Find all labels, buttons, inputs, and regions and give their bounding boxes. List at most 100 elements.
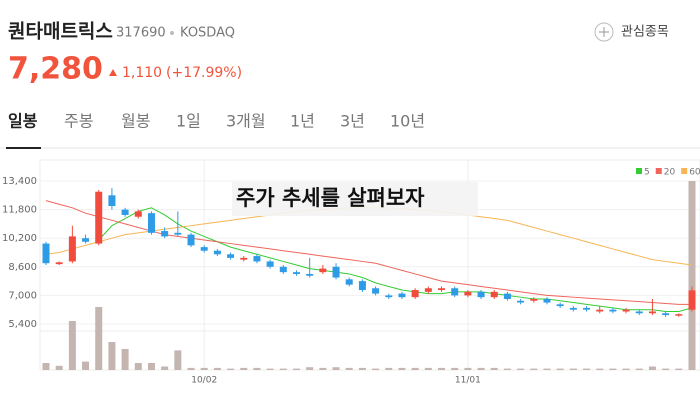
volume-bar bbox=[121, 349, 129, 370]
x-tick-label: 11/01 bbox=[455, 376, 481, 386]
tab[interactable]: 1년 bbox=[290, 112, 315, 131]
tab[interactable]: 3개월 bbox=[226, 112, 266, 131]
candle-body bbox=[161, 231, 169, 237]
candle-body bbox=[332, 266, 340, 278]
moving-average bbox=[45, 207, 693, 266]
candle-body bbox=[424, 288, 432, 292]
legend-label: 5 bbox=[644, 168, 650, 178]
y-tick-label: 11,800 bbox=[2, 205, 37, 216]
stock-name: 퀀타매트릭스 bbox=[8, 21, 113, 43]
tab[interactable]: 주봉 bbox=[64, 112, 93, 131]
tab[interactable]: 월봉 bbox=[121, 112, 150, 131]
candle-body bbox=[543, 298, 551, 303]
candle-body bbox=[345, 279, 353, 285]
volume-bar bbox=[213, 367, 221, 370]
volume-bar bbox=[82, 361, 90, 370]
volume-bar bbox=[306, 367, 314, 370]
volume-bar bbox=[424, 367, 432, 370]
candle-body bbox=[688, 290, 696, 310]
candle-body bbox=[385, 295, 393, 298]
volume-bar bbox=[477, 367, 485, 370]
y-tick-label: 8,600 bbox=[8, 262, 37, 273]
volume-bar bbox=[161, 366, 169, 370]
legend-swatch bbox=[636, 168, 642, 174]
candle-body bbox=[187, 234, 195, 246]
volume-bar bbox=[345, 367, 353, 370]
candle-body bbox=[147, 213, 155, 233]
candle-body bbox=[490, 291, 498, 298]
volume-bar bbox=[253, 367, 261, 370]
volume-bar bbox=[227, 368, 235, 370]
tabs: 일봉 주봉 월봉 1일 3개월 1년 3년 10년 bbox=[8, 112, 425, 131]
volume-bar bbox=[543, 368, 551, 370]
tab[interactable]: 3년 bbox=[340, 112, 365, 131]
volume-bar bbox=[675, 368, 683, 370]
volume-bar bbox=[648, 366, 656, 370]
volume-bar bbox=[517, 368, 525, 370]
candle-body bbox=[121, 209, 129, 215]
volume-bar bbox=[134, 363, 142, 370]
legend-swatch bbox=[655, 168, 662, 174]
tab[interactable]: 일봉 bbox=[8, 112, 38, 131]
candle-body bbox=[411, 290, 419, 298]
candle-body bbox=[227, 254, 235, 258]
candle-body bbox=[358, 281, 366, 291]
candle-body bbox=[438, 288, 446, 291]
volume-bar bbox=[622, 368, 630, 370]
overlay-bg bbox=[232, 182, 478, 216]
tab[interactable]: 1일 bbox=[176, 112, 201, 131]
candle-body bbox=[569, 307, 577, 310]
volume-bar bbox=[662, 368, 670, 370]
volume-bar bbox=[55, 365, 63, 370]
candle-body bbox=[372, 288, 380, 294]
candle-body bbox=[517, 300, 525, 303]
change: 1,110 bbox=[122, 65, 162, 81]
add-icon[interactable] bbox=[594, 22, 614, 42]
candle-body bbox=[266, 261, 274, 267]
volume-bar bbox=[490, 367, 498, 370]
candle-body bbox=[95, 191, 103, 244]
volume-bar bbox=[108, 342, 116, 370]
tab[interactable]: 10년 bbox=[390, 112, 425, 131]
legend-swatch bbox=[681, 168, 688, 174]
candle-body bbox=[622, 309, 630, 312]
candle-body bbox=[55, 262, 63, 265]
market: KOSDAQ bbox=[180, 26, 235, 41]
candle-body bbox=[279, 266, 287, 273]
stock-code: 317690 bbox=[116, 26, 166, 41]
x-tick-label: 10/02 bbox=[191, 376, 217, 386]
volume-bar bbox=[451, 367, 459, 370]
moving-average bbox=[45, 200, 692, 305]
candle-body bbox=[675, 314, 683, 316]
volume-bar bbox=[147, 363, 155, 370]
candle-body bbox=[174, 232, 182, 235]
moving-average bbox=[98, 207, 693, 312]
candle-body bbox=[583, 307, 591, 310]
candle-body bbox=[556, 304, 564, 307]
candle-body bbox=[609, 309, 617, 312]
candle-body bbox=[477, 291, 485, 298]
candle-body bbox=[451, 288, 459, 296]
volume-bar bbox=[530, 368, 538, 370]
candle-body bbox=[596, 309, 604, 312]
volume-bar bbox=[635, 368, 643, 370]
y-tick-label: 10,200 bbox=[2, 233, 37, 244]
legend-label: 60 bbox=[689, 168, 700, 178]
volume-bar bbox=[319, 367, 327, 370]
volume-bar bbox=[174, 350, 182, 370]
watch-button[interactable]: 관심종목 bbox=[621, 25, 669, 40]
candle-body bbox=[306, 273, 314, 276]
volume-bar bbox=[372, 368, 380, 370]
change-percent: (+17.99%) bbox=[166, 65, 242, 81]
candle-body bbox=[240, 257, 248, 260]
volume-bar bbox=[688, 181, 696, 370]
candle-body bbox=[108, 195, 116, 207]
volume-bar bbox=[292, 368, 300, 370]
volume-bar bbox=[42, 363, 50, 370]
candle-body bbox=[398, 293, 406, 298]
price: 7,280 bbox=[8, 52, 103, 87]
volume-bar bbox=[583, 368, 591, 370]
volume-bar bbox=[503, 368, 511, 370]
up-arrow bbox=[109, 69, 117, 76]
candle-body bbox=[42, 243, 50, 264]
